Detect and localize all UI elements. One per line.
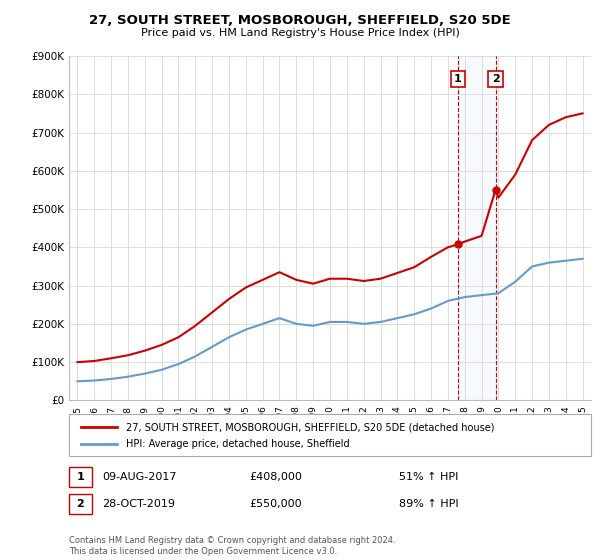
Text: Price paid vs. HM Land Registry's House Price Index (HPI): Price paid vs. HM Land Registry's House …	[140, 28, 460, 38]
Text: £550,000: £550,000	[249, 499, 302, 509]
Text: HPI: Average price, detached house, Sheffield: HPI: Average price, detached house, Shef…	[126, 439, 350, 449]
Text: 1: 1	[454, 74, 462, 84]
Text: 27, SOUTH STREET, MOSBOROUGH, SHEFFIELD, S20 5DE: 27, SOUTH STREET, MOSBOROUGH, SHEFFIELD,…	[89, 14, 511, 27]
Text: Contains HM Land Registry data © Crown copyright and database right 2024.
This d: Contains HM Land Registry data © Crown c…	[69, 536, 395, 556]
Text: 51% ↑ HPI: 51% ↑ HPI	[399, 472, 458, 482]
Text: 28-OCT-2019: 28-OCT-2019	[102, 499, 175, 509]
Text: £408,000: £408,000	[249, 472, 302, 482]
Text: 2: 2	[491, 74, 499, 84]
Text: 09-AUG-2017: 09-AUG-2017	[102, 472, 176, 482]
Text: 2: 2	[77, 499, 84, 509]
Bar	[458, 56, 496, 400]
Text: 27, SOUTH STREET, MOSBOROUGH, SHEFFIELD, S20 5DE (detached house): 27, SOUTH STREET, MOSBOROUGH, SHEFFIELD,…	[126, 422, 494, 432]
Text: 1: 1	[77, 472, 84, 482]
Text: 89% ↑ HPI: 89% ↑ HPI	[399, 499, 458, 509]
